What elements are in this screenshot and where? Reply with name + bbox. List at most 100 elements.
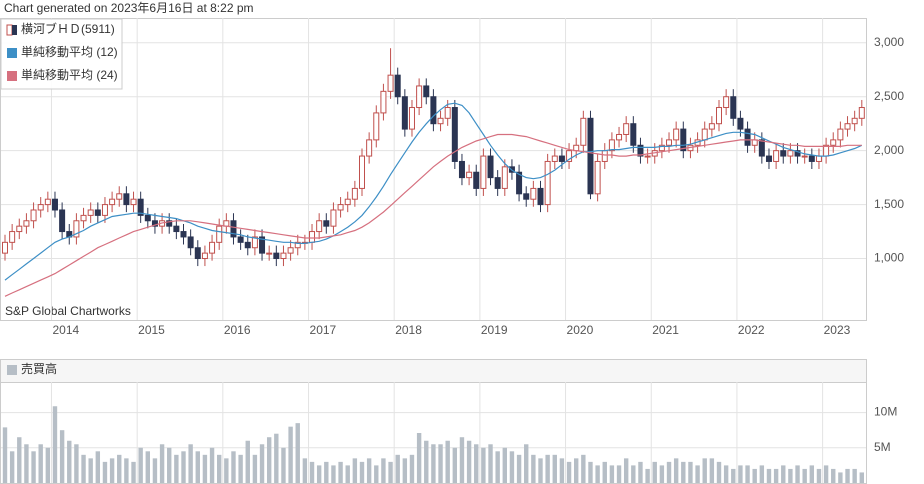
x-tick-label: 2014 (52, 323, 79, 337)
x-tick-label: 2016 (224, 323, 251, 337)
volume-bar (609, 465, 615, 483)
candle-body (765, 155, 772, 162)
volume-bar (652, 461, 657, 483)
volume-bar (231, 451, 236, 483)
candle-body (523, 193, 530, 200)
candle-body (94, 209, 101, 216)
volume-bar (816, 468, 822, 483)
volume-bar (174, 454, 179, 483)
candle-body (473, 171, 480, 189)
volume-bar (831, 468, 836, 483)
volume-bar (38, 444, 43, 483)
volume-bar (723, 465, 729, 483)
volume-bar (238, 454, 243, 483)
volume-bar (17, 437, 22, 483)
volume-bar (181, 451, 186, 483)
volume-bar (788, 468, 793, 483)
volume-bar (838, 472, 843, 483)
moving-average-line (4, 133, 862, 297)
volume-bar (438, 444, 443, 483)
volume-bar (124, 458, 129, 483)
volume-bar (281, 447, 286, 483)
source: S&P Global Chartworks (5, 304, 131, 318)
volume-bar (188, 444, 193, 483)
candle-body (501, 166, 508, 189)
volume-bar (424, 440, 429, 483)
volume-bar (802, 468, 807, 483)
volume-bar (638, 461, 643, 483)
x-tick-label: 2020 (567, 323, 594, 337)
x-tick-label: 2018 (395, 323, 422, 337)
candle-body (801, 155, 808, 158)
candle-body (744, 128, 751, 146)
header: Chart generated on 2023年6月16日 at 8:22 pm (4, 1, 254, 15)
candle-body (80, 214, 87, 222)
candle-body (858, 107, 865, 119)
volume-bar (217, 454, 222, 483)
y-tick-label: 10M (874, 405, 897, 419)
candle-body (209, 241, 216, 254)
moving-average-line (4, 102, 863, 281)
candle-body (273, 252, 280, 260)
candle-body (201, 252, 208, 260)
candle-body (716, 107, 722, 125)
candle-body (844, 123, 851, 130)
volume-bar (631, 465, 636, 483)
volume-bar (302, 458, 308, 483)
volume-bar (45, 447, 51, 483)
candle-body (616, 133, 623, 141)
volume-bar (595, 465, 600, 483)
legend-icon (6, 24, 13, 36)
candle-body (16, 225, 23, 233)
candle-body (637, 144, 644, 157)
candle-body (187, 236, 194, 249)
candle-body (251, 236, 258, 249)
candle-body (623, 123, 630, 135)
volume-bar (766, 468, 772, 483)
volume-bar (659, 465, 665, 483)
legend-box (0, 18, 123, 90)
candle-body (758, 139, 765, 157)
volume-bar (681, 461, 686, 483)
volume-bar (145, 451, 150, 483)
volume-bar (359, 461, 365, 483)
volume-bar (731, 468, 736, 483)
y-tick-label: 1,000 (874, 251, 904, 265)
candle-body (544, 160, 551, 206)
candle-body (387, 74, 394, 92)
candle-body (451, 107, 458, 162)
volume-bar (738, 465, 743, 483)
y-tick-label: 2,000 (874, 143, 904, 157)
volume-bar (452, 447, 458, 483)
legend-label: 単純移動平均 (12) (21, 45, 118, 59)
candle-body (109, 198, 116, 206)
candle-body (487, 155, 494, 179)
candle-body (287, 247, 294, 254)
volume-bar (366, 458, 372, 483)
volume-bar (545, 454, 550, 483)
candle-body (437, 117, 444, 125)
volume-bar (581, 454, 586, 483)
candle-body (237, 236, 244, 243)
candle-body (294, 241, 301, 249)
x-tick-label: 2017 (310, 323, 337, 337)
volume-bar (445, 440, 450, 483)
candle-body (580, 117, 587, 146)
candle-body (59, 209, 66, 233)
volume-bar (409, 454, 415, 483)
volume-bar (59, 430, 65, 483)
candle-body (2, 241, 8, 254)
candle-body (701, 128, 708, 141)
candle-body (230, 220, 237, 238)
candle-body (401, 96, 408, 130)
candle-body (30, 209, 37, 222)
volume-bar (167, 447, 172, 483)
volume-bar (402, 458, 408, 483)
candle-body (808, 155, 815, 162)
volume-bar (67, 440, 72, 483)
y-tick-label: 3,000 (874, 35, 904, 49)
volume-bar (324, 461, 329, 483)
candle-body (23, 220, 30, 227)
price-frame (0, 18, 867, 321)
